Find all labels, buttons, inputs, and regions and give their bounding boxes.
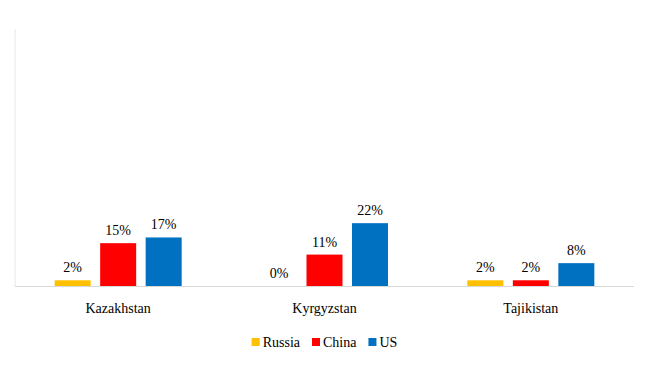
bar — [558, 263, 594, 286]
bar — [513, 280, 549, 286]
data-label: 0% — [270, 266, 289, 281]
legend-label: China — [323, 335, 357, 350]
data-label: 11% — [312, 235, 337, 250]
category-label: Tajikistan — [503, 301, 558, 316]
data-label: 2% — [521, 260, 540, 275]
bar — [55, 280, 91, 286]
bar — [100, 243, 136, 286]
data-label: 22% — [357, 203, 383, 218]
legend-swatch — [252, 338, 260, 346]
bars — [55, 223, 595, 286]
bar — [352, 223, 388, 286]
data-labels: 2% 15% 17% 0% 11% 22% 2% 2% 8% — [63, 203, 586, 281]
data-label: 2% — [476, 260, 495, 275]
category-label: Kyrgyzstan — [292, 301, 356, 316]
data-label: 2% — [63, 260, 82, 275]
bar — [146, 237, 182, 286]
legend-label: Russia — [263, 335, 301, 350]
legend-label: US — [379, 335, 397, 350]
legend: Russia China US — [252, 335, 398, 350]
category-label: Kazakhstan — [86, 301, 151, 316]
legend-swatch — [312, 338, 320, 346]
chart: 2% 15% 17% 0% 11% 22% 2% 2% 8% Kazakhstan Kyrgyzst… — [0, 0, 652, 368]
data-label: 17% — [151, 217, 177, 232]
legend-swatch — [368, 338, 376, 346]
y-axis-line — [15, 29, 16, 286]
bar — [467, 280, 503, 286]
data-label: 8% — [567, 243, 586, 258]
x-axis-line — [15, 286, 634, 287]
bar — [261, 286, 297, 287]
bar — [307, 255, 343, 286]
data-label: 15% — [105, 223, 131, 238]
